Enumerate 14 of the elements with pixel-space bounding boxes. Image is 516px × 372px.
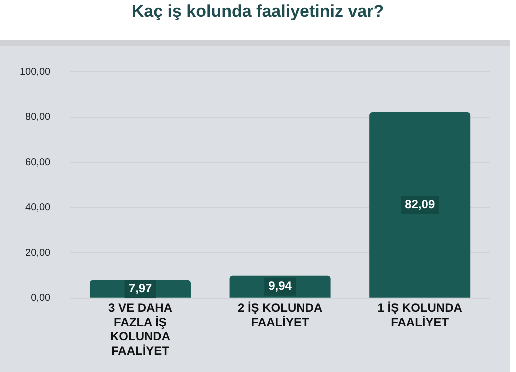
y-tick-label: 20,00 [26,248,52,259]
y-tick-label: 60,00 [26,157,52,168]
data-label: 9,94 [268,279,292,294]
chart-title: Kaç iş kolunda faaliyetiniz var? [130,2,386,22]
bar [370,112,471,298]
x-tick-label: 1 İŞ KOLUNDA FAALİYET [378,300,463,330]
y-tick-label: 100,00 [20,66,52,78]
y-tick-label: 0,00 [31,293,52,304]
x-tick-label: 2 İŞ KOLUNDA FAALİYET [238,300,323,330]
data-label: 82,09 [405,198,436,212]
y-tick-label: 40,00 [26,202,52,214]
x-tick-label: 3 VE DAHA FAZLA İŞ KOLUNDA FAALİYET [108,300,173,358]
data-label: 7,97 [128,281,152,296]
y-tick-label: 80,00 [26,112,52,124]
